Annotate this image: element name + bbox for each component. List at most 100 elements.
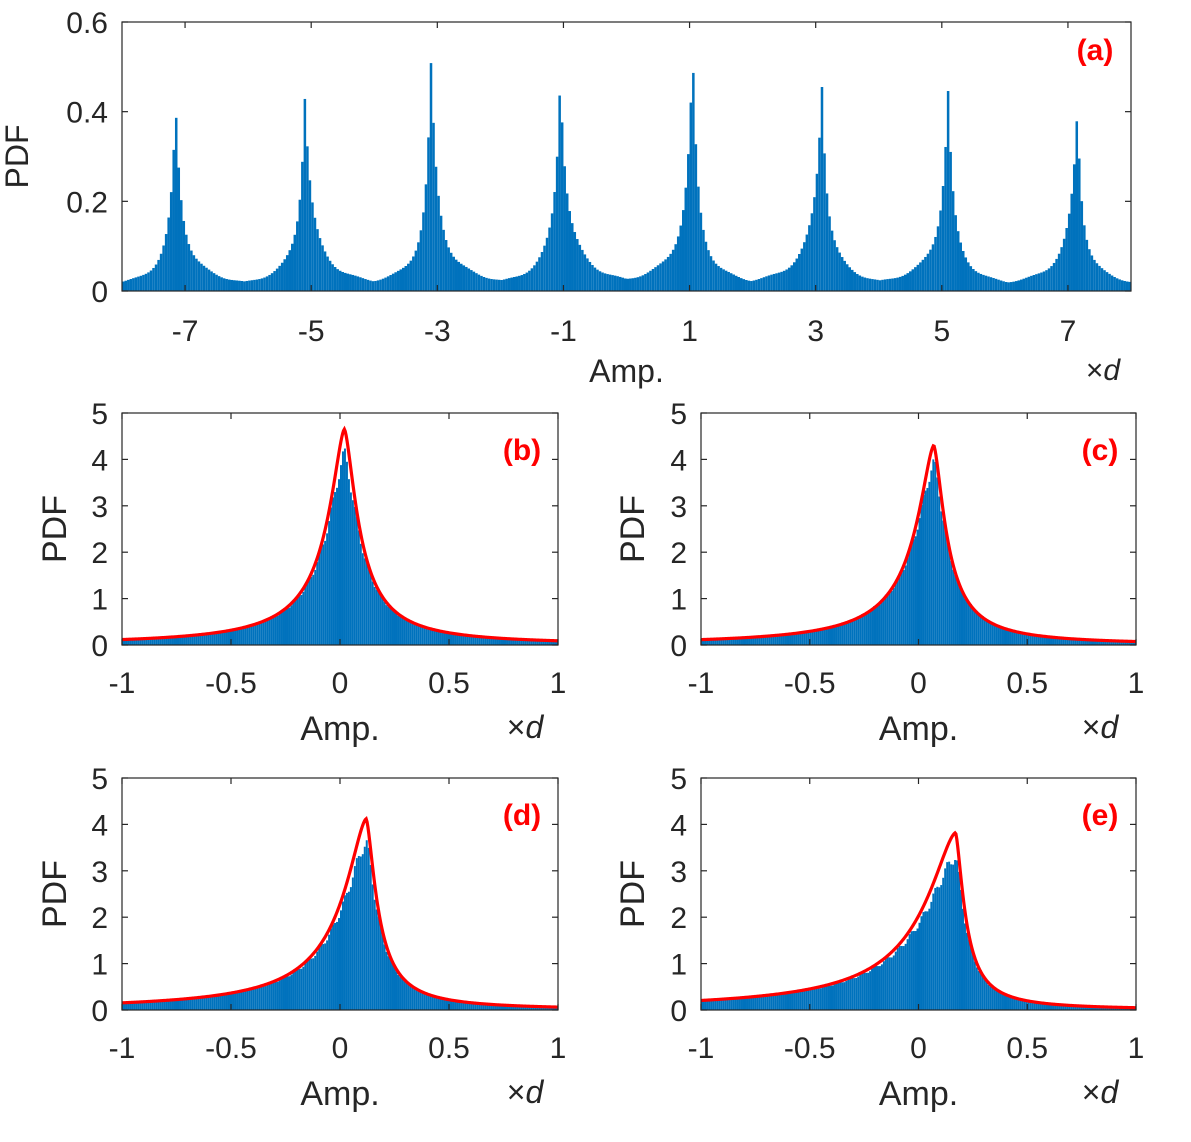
histogram-bar — [809, 630, 812, 645]
histogram-bar — [163, 1000, 166, 1010]
histogram-bar — [944, 527, 947, 645]
histogram-bar — [199, 997, 202, 1010]
histogram-bar — [403, 979, 406, 1010]
histogram-bar — [886, 592, 889, 645]
histogram-bar — [387, 956, 390, 1010]
histogram-bar — [821, 628, 824, 645]
histogram-bar — [452, 1000, 455, 1010]
histogram-bar — [404, 266, 408, 291]
histogram-bar — [799, 990, 802, 1010]
histogram-bar — [807, 631, 810, 645]
histogram-bar — [926, 911, 929, 1010]
histogram-bar — [1001, 994, 1004, 1010]
histogram-bar — [153, 638, 156, 645]
histogram-bar — [540, 1006, 543, 1010]
histogram-bar — [183, 998, 186, 1010]
histogram-bar — [829, 627, 832, 645]
y-tick-label: 3 — [91, 491, 108, 524]
histogram-bar — [313, 217, 317, 291]
histogram-bar — [823, 627, 826, 645]
histogram-bar — [506, 1005, 509, 1010]
histogram-bar — [1031, 1001, 1034, 1010]
histogram-bar — [664, 259, 667, 291]
histogram-bar — [1118, 640, 1121, 645]
histogram-bar — [1126, 641, 1129, 645]
histogram-bar — [1080, 201, 1084, 291]
histogram-bar — [195, 634, 198, 645]
histogram-bar — [532, 1006, 535, 1010]
histogram-bar — [921, 259, 925, 291]
histogram-bar — [367, 847, 370, 1010]
histogram-bar — [429, 628, 432, 645]
histogram-bar — [245, 280, 249, 291]
histogram-bar — [207, 269, 211, 291]
histogram-bar — [215, 633, 218, 645]
histogram-bar — [431, 995, 434, 1010]
histogram-bar — [878, 604, 881, 645]
histogram-bar — [171, 999, 174, 1010]
histogram-bar — [472, 1003, 475, 1010]
histogram-bar — [807, 990, 810, 1010]
histogram-bar — [839, 981, 842, 1010]
histogram-bar — [231, 630, 233, 645]
histogram-bar — [843, 260, 846, 291]
histogram-bar — [684, 187, 688, 291]
histogram-bar — [856, 273, 859, 291]
histogram-bar — [706, 1000, 709, 1010]
histogram-bar — [1070, 638, 1073, 645]
histogram-bar — [399, 616, 402, 645]
histogram-bar — [1085, 239, 1089, 291]
histogram-bar — [756, 996, 759, 1010]
histogram-bar — [141, 638, 144, 645]
histogram-bar — [326, 256, 329, 291]
histogram-bar — [934, 887, 937, 1010]
x-axis-label: Amp. — [300, 710, 379, 748]
histogram-bar — [712, 639, 715, 645]
histogram-bar — [803, 990, 806, 1010]
histogram-bar — [482, 277, 486, 291]
histogram-bar — [238, 628, 241, 645]
histogram-bar — [460, 1001, 463, 1010]
histogram-bar — [898, 573, 901, 645]
y-tick-label: 1 — [670, 949, 687, 982]
histogram-bar — [262, 621, 265, 645]
histogram-bar — [687, 154, 690, 291]
histogram-bar — [758, 997, 761, 1010]
histogram-bar — [460, 634, 463, 645]
histogram-bar — [734, 275, 738, 291]
histogram-bar — [1007, 995, 1010, 1010]
histogram-bar — [452, 633, 455, 645]
histogram-bar — [225, 631, 228, 645]
histogram-bar — [930, 901, 933, 1010]
histogram-bar — [734, 998, 737, 1010]
histogram-bar — [466, 635, 469, 645]
histogram-bar — [815, 988, 818, 1010]
histogram-bar — [666, 256, 670, 291]
histogram-bar — [282, 609, 285, 645]
histogram-bar — [219, 995, 222, 1010]
histogram-bar — [875, 965, 877, 1010]
histogram-bar — [268, 983, 271, 1010]
histogram-bar — [1092, 639, 1095, 645]
histogram-bar — [167, 1000, 170, 1010]
histogram-bar — [1098, 265, 1101, 291]
histogram-bar — [892, 587, 895, 645]
histogram-bar — [145, 638, 148, 645]
histogram-bar — [958, 581, 961, 645]
histogram-bar — [502, 638, 505, 645]
histogram-bar — [956, 860, 959, 1010]
histogram-bar — [565, 193, 569, 291]
histogram-bar — [272, 981, 275, 1010]
histogram-bar — [173, 636, 176, 645]
histogram-bar — [361, 854, 364, 1010]
x-axis-multiplier: ×d — [507, 709, 545, 745]
histogram-bar — [409, 260, 413, 291]
y-tick-label: 3 — [670, 856, 687, 889]
histogram-bar — [142, 274, 145, 291]
histogram-bar — [1106, 640, 1109, 645]
histogram-bar — [351, 500, 354, 645]
histogram-bar — [1066, 638, 1069, 645]
histogram-bar — [1060, 1005, 1063, 1010]
histogram-bar — [154, 264, 158, 291]
histogram-bar — [240, 628, 243, 645]
